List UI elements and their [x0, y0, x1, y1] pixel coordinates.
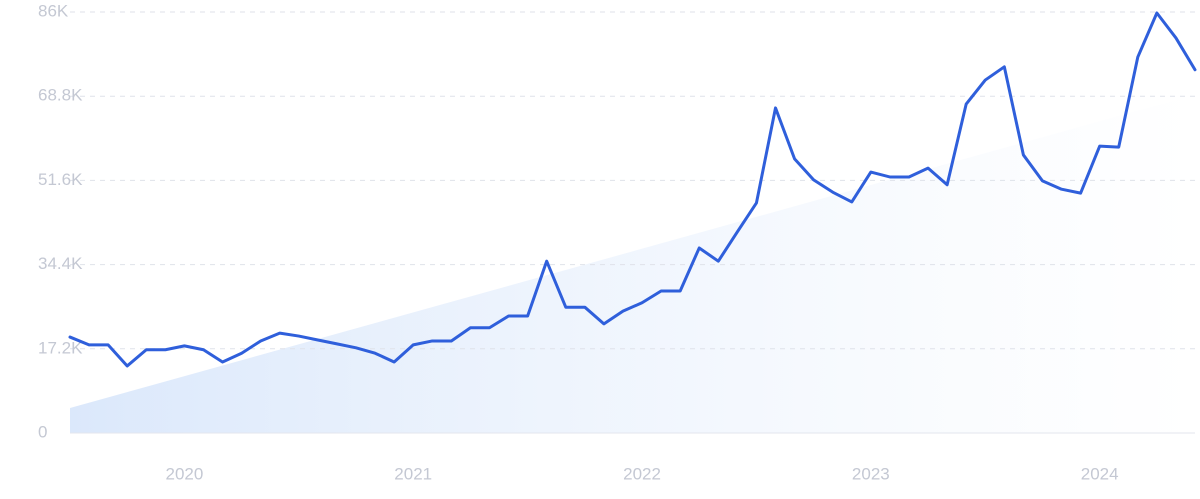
trend-area — [70, 94, 1195, 434]
y-tick-label: 34.4K — [38, 254, 83, 273]
y-tick-label: 17.2K — [38, 338, 83, 357]
x-tick-label: 2020 — [165, 464, 203, 483]
x-tick-label: 2021 — [394, 464, 432, 483]
x-tick-label: 2024 — [1081, 464, 1119, 483]
y-tick-label: 68.8K — [38, 86, 83, 105]
x-tick-label: 2022 — [623, 464, 661, 483]
line — [68, 11, 1197, 368]
y-tick-label: 0 — [38, 422, 47, 441]
y-tick-label: 51.6K — [38, 170, 83, 189]
x-tick-label: 2023 — [852, 464, 890, 483]
y-tick-label: 86K — [38, 1, 69, 20]
